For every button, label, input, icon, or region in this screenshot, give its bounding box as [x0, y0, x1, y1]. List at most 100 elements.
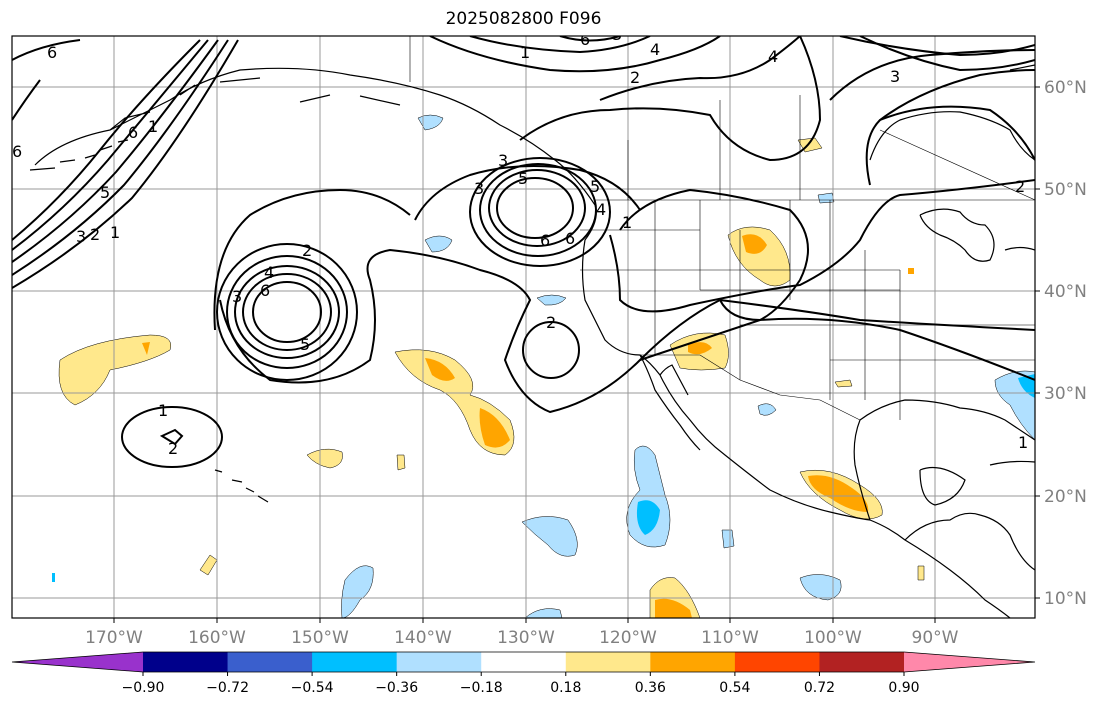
- coast-canada-east: [869, 64, 1035, 161]
- colorbar-extend-min: [12, 652, 143, 672]
- colorbar-swatch: [650, 652, 736, 672]
- contour-label: 4: [596, 200, 606, 219]
- shaded-regions: [52, 114, 1035, 618]
- colorbar-tick-label: −0.18: [460, 680, 503, 696]
- shade-blue-south-3: [721, 529, 735, 549]
- map-frame: [11, 35, 1036, 619]
- contour-label: 6: [12, 142, 22, 161]
- contour-label: 6: [565, 229, 575, 248]
- colorbar-swatch: [227, 652, 313, 672]
- colorbar-tick-label: −0.90: [122, 680, 165, 696]
- contour-label: 6: [580, 30, 590, 49]
- colorbar: [11, 651, 1036, 673]
- lat-label: 20°N: [1044, 487, 1087, 507]
- contour-label: 3: [474, 179, 484, 198]
- contour-label: 2: [302, 241, 312, 260]
- coast-alaska: [34, 67, 596, 206]
- colorbar-tick-label: 0.54: [719, 680, 750, 696]
- shade-blue-texas: [757, 403, 777, 416]
- coast-hawaii: [214, 469, 269, 503]
- contour-labels: 6 4 2 6 4 2 3 3 1 5 6 3 2 1 2 4 5 6 3 3 …: [12, 30, 1028, 458]
- colorbar-swatch: [565, 652, 651, 672]
- lon-label: 110°W: [701, 628, 759, 648]
- shade-blue-alaska: [417, 114, 444, 131]
- contour-label: 2: [546, 313, 556, 332]
- contour-label: 6: [128, 123, 138, 142]
- coast-gulf: [853, 399, 1035, 521]
- shade-orange-central-1: [425, 358, 455, 381]
- shade-yellow-small-1: [306, 448, 343, 469]
- contour-lines: [12, 36, 1035, 468]
- shade-cyan-florida: [1018, 374, 1035, 398]
- shade-blue-south-2: [521, 516, 578, 557]
- lon-label: 170°W: [85, 628, 143, 648]
- coast-cuba: [989, 460, 1035, 466]
- colorbar-swatch: [312, 652, 398, 672]
- coast-baja: [639, 354, 701, 451]
- coast-central-america: [904, 512, 1035, 571]
- shade-yellow-iowa: [908, 268, 914, 274]
- colorbar-tick-label: 0.18: [550, 680, 581, 696]
- contour-label: 2: [630, 68, 640, 87]
- contour-label: 1: [148, 117, 158, 136]
- lon-label: 100°W: [804, 628, 862, 648]
- shade-yellow-west-pacific: [58, 334, 172, 406]
- contour-label: 6: [540, 231, 550, 250]
- lat-label: 40°N: [1044, 282, 1087, 302]
- borders: [409, 36, 1035, 421]
- lat-label: 60°N: [1044, 78, 1087, 98]
- shade-orange-west-pacific: [142, 342, 150, 355]
- contour-label: 5: [590, 177, 600, 196]
- latitude-labels: 60°N 50°N 40°N 30°N 20°N 10°N: [1044, 78, 1087, 609]
- colorbar-tick-label: −0.72: [206, 680, 249, 696]
- contour-label: 4: [264, 263, 274, 282]
- lon-label: 90°W: [912, 628, 959, 648]
- lat-label: 10°N: [1044, 589, 1087, 609]
- shade-blue-south-4: [799, 574, 842, 601]
- lon-label: 160°W: [188, 628, 246, 648]
- contour-label: 3: [232, 287, 242, 306]
- contour-label: 2: [90, 225, 100, 244]
- shade-blue-south-5: [341, 565, 374, 618]
- contour-label: 5: [518, 169, 528, 188]
- contour-label: 1: [1018, 433, 1028, 452]
- shade-orange-central-2: [479, 408, 510, 448]
- contour-label: 4: [650, 40, 660, 59]
- contour-label: 3: [76, 227, 86, 246]
- colorbar-swatch: [481, 652, 567, 672]
- lon-label: 140°W: [394, 628, 452, 648]
- shade-blue-pacific-2: [536, 294, 567, 306]
- contour-label: 6: [260, 281, 270, 300]
- contour-label: 3: [498, 151, 508, 170]
- colorbar-swatch: [396, 652, 482, 672]
- lat-label: 30°N: [1044, 384, 1087, 404]
- colorbar-tick-label: 0.72: [804, 680, 835, 696]
- colorbar-swatch: [143, 652, 229, 672]
- colorbar-tick-label: −0.54: [291, 680, 334, 696]
- colorbar-swatch: [734, 652, 820, 672]
- map-background: [12, 36, 1035, 618]
- contour-label: 3: [890, 67, 900, 86]
- shade-yellow-small-2: [396, 454, 406, 471]
- lon-label: 130°W: [497, 628, 555, 648]
- colorbar-swatch: [819, 652, 905, 672]
- contour-label: 2: [168, 439, 178, 458]
- y-tick-marks: [1035, 86, 1040, 599]
- contour-label: 2: [1015, 177, 1025, 196]
- contour-label: 1: [520, 43, 530, 62]
- coast-west: [581, 204, 1011, 618]
- coastlines: [29, 64, 1035, 618]
- lon-label: 150°W: [291, 628, 349, 648]
- contour-label: 1: [158, 401, 168, 420]
- shade-orange-baja: [688, 342, 712, 355]
- coast-aleutians: [29, 139, 129, 171]
- shade-blue-south-6: [524, 608, 563, 618]
- contour-label: 1: [622, 213, 632, 232]
- x-tick-marks: [113, 618, 936, 623]
- contour-label: 6: [47, 43, 57, 62]
- colorbar-tick-label: −0.36: [375, 680, 418, 696]
- colorbar-tick-label: 0.36: [635, 680, 666, 696]
- contour-label: 5: [300, 335, 310, 354]
- shade-orange-south: [655, 598, 692, 618]
